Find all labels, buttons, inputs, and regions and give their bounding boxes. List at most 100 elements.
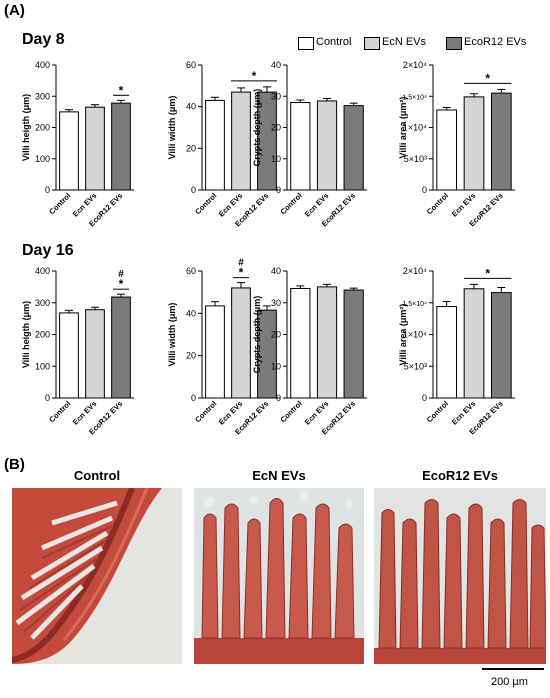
y-tick-label: 0: [422, 185, 427, 195]
x-tick-label: Ecn EVs: [450, 399, 478, 427]
y-tick-label: 20: [186, 351, 196, 361]
panel-b-label: (B): [4, 456, 25, 473]
x-tick-label: Control: [193, 399, 218, 424]
micrograph-ecor12: [374, 488, 546, 664]
legend-swatch-ecor12: [446, 37, 462, 50]
legend-label-ecor12: EcoR12 EVs: [464, 36, 527, 48]
day-16-label: Day 16: [22, 242, 74, 259]
bar: [490, 292, 512, 399]
scale-bar: [482, 668, 544, 670]
x-tick-label: Control: [47, 399, 72, 424]
significance-marker: #: [118, 269, 124, 280]
bar: [231, 91, 251, 191]
y-tick-label: 20: [271, 330, 281, 340]
x-tick-label: Control: [425, 191, 450, 216]
significance-marker: *: [119, 277, 124, 291]
bar: [205, 99, 225, 191]
y-tick-label: 300: [35, 91, 50, 101]
y-axis-label: Villi heigth (μm): [21, 301, 31, 368]
y-tick-label: 20: [271, 123, 281, 133]
significance-marker: *: [252, 69, 257, 83]
y-tick-label: 5×10³: [404, 361, 427, 371]
bar: [463, 96, 485, 191]
y-tick-label: 20: [186, 143, 196, 153]
y-tick-label: 30: [271, 298, 281, 308]
bar: [290, 287, 311, 399]
legend-swatch-control: [298, 37, 314, 50]
y-tick-label: 400: [35, 266, 50, 276]
y-tick-label: 2×10⁴: [403, 60, 427, 70]
y-tick-label: 40: [271, 266, 281, 276]
y-tick-label: 100: [35, 361, 50, 371]
y-axis-label: Crypts depth (μm): [252, 296, 262, 374]
y-tick-label: 40: [271, 60, 281, 70]
bar: [59, 312, 79, 399]
y-tick-label: 1.5×10⁴: [402, 301, 427, 308]
x-tick-label: Ecn EVs: [450, 191, 478, 219]
y-axis-label: Villi area (μm²): [398, 97, 408, 159]
y-tick-label: 5×10³: [404, 154, 427, 164]
bar: [231, 287, 251, 399]
y-tick-label: 1×10⁴: [403, 123, 427, 133]
bar: [85, 309, 105, 399]
y-axis-label: Crypts depth (μm): [252, 89, 262, 167]
y-axis-label: Villi heigth (μm): [21, 94, 31, 161]
y-axis-label: Villi width (μm): [167, 96, 177, 160]
y-tick-label: 0: [276, 185, 281, 195]
micrograph-ecn: [194, 488, 364, 664]
scale-bar-label: 200 µm: [491, 676, 528, 688]
micro-title-control: Control: [73, 468, 121, 483]
significance-marker: *: [485, 266, 490, 280]
y-tick-label: 40: [186, 308, 196, 318]
y-tick-label: 60: [186, 60, 196, 70]
x-tick-label: Control: [279, 191, 304, 216]
y-tick-label: 400: [35, 60, 50, 70]
micrograph-control: [12, 488, 182, 664]
micro-title-ecor12: EcoR12 EVs: [422, 468, 498, 483]
y-tick-label: 200: [35, 330, 50, 340]
bar: [85, 106, 105, 191]
bar: [111, 296, 131, 399]
y-axis-label: Villi width (μm): [167, 303, 177, 367]
bar: [290, 102, 311, 191]
bar: [436, 109, 458, 191]
y-tick-label: 1.5×10⁴: [402, 94, 427, 101]
bar: [111, 102, 131, 191]
significance-marker: *: [119, 83, 124, 97]
y-tick-label: 60: [186, 266, 196, 276]
y-tick-label: 0: [191, 185, 196, 195]
micro-title-ecn: EcN EVs: [252, 468, 306, 483]
y-tick-label: 300: [35, 298, 50, 308]
bar: [316, 286, 338, 399]
significance-marker: #: [238, 258, 244, 269]
significance-marker: *: [485, 71, 490, 85]
bar: [436, 306, 458, 399]
bar: [316, 100, 338, 191]
day-8-label: Day 8: [22, 31, 65, 48]
y-tick-label: 1×10⁴: [403, 330, 427, 340]
y-axis-label: Villi area (μm²): [398, 304, 408, 366]
y-tick-label: 30: [271, 91, 281, 101]
panel-a-label: (A): [4, 2, 25, 19]
legend-label-ecn: EcN EVs: [382, 36, 427, 48]
legend-swatch-ecn: [364, 37, 380, 50]
bar: [463, 288, 485, 399]
bar: [490, 92, 512, 191]
y-tick-label: 200: [35, 123, 50, 133]
significance-marker: *: [239, 266, 244, 280]
y-tick-label: 0: [45, 393, 50, 403]
bar: [205, 305, 225, 399]
y-tick-label: 0: [422, 393, 427, 403]
x-tick-label: Control: [425, 399, 450, 424]
y-tick-label: 10: [271, 154, 281, 164]
x-tick-label: Control: [279, 399, 304, 424]
y-tick-label: 10: [271, 361, 281, 371]
bar: [59, 111, 79, 191]
y-tick-label: 0: [45, 185, 50, 195]
y-tick-label: 0: [191, 393, 196, 403]
y-tick-label: 0: [276, 393, 281, 403]
bar: [343, 105, 364, 191]
x-tick-label: Control: [47, 191, 72, 216]
bar: [343, 289, 364, 399]
